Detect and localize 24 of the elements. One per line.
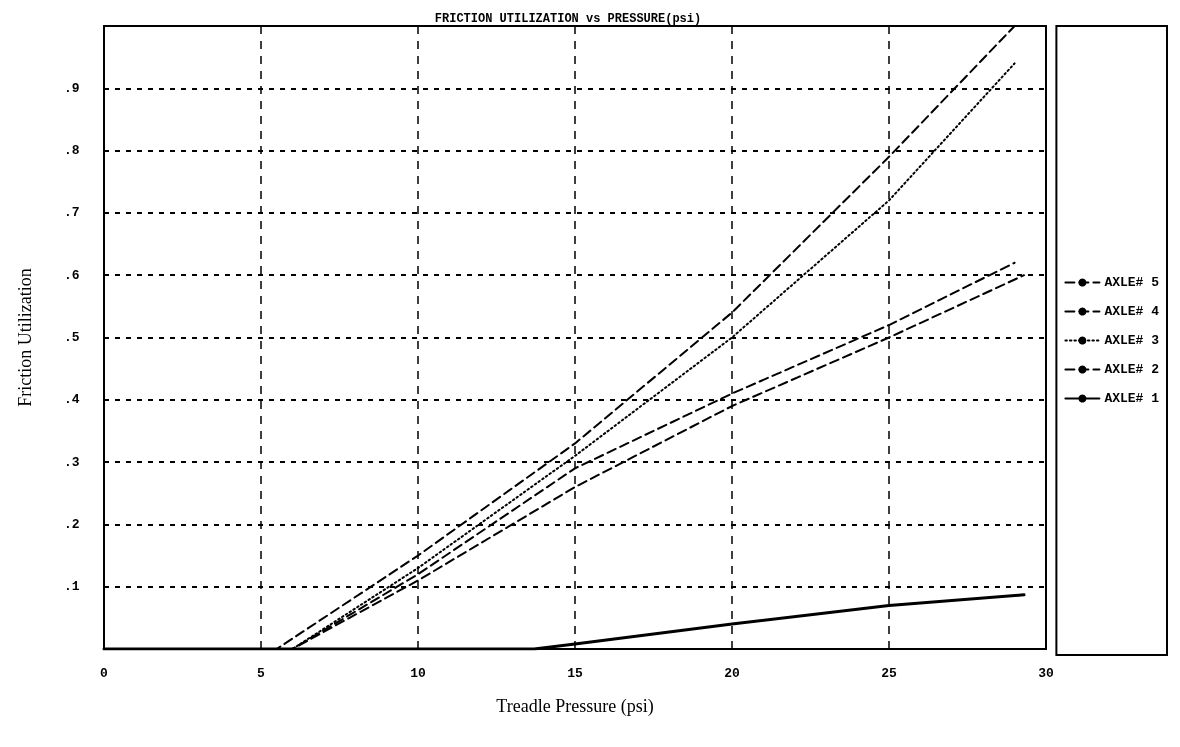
legend-label: AXLE# 4 bbox=[1104, 304, 1160, 319]
y-tick-label: .1 bbox=[64, 579, 80, 595]
x-tick-label: 30 bbox=[1038, 666, 1054, 681]
legend-label: AXLE# 3 bbox=[1104, 333, 1160, 348]
y-tick-label: .2 bbox=[64, 516, 80, 532]
y-axis-title: Friction Utilization bbox=[15, 268, 35, 407]
legend-label: AXLE# 5 bbox=[1104, 275, 1160, 290]
legend-label: AXLE# 2 bbox=[1104, 362, 1160, 377]
y-tick-label: .6 bbox=[64, 267, 80, 283]
y-tick-label: .8 bbox=[64, 143, 80, 159]
y-tick-label: .5 bbox=[64, 330, 80, 345]
x-tick-label: 25 bbox=[881, 666, 897, 681]
x-tick-label: 20 bbox=[724, 666, 740, 681]
y-tick-label: .7 bbox=[64, 205, 80, 221]
chart-title: FRICTION UTILIZATION vs PRESSURE(psi) bbox=[434, 12, 702, 26]
x-tick-label: 5 bbox=[257, 666, 266, 681]
x-tick-label: 15 bbox=[567, 666, 583, 681]
x-tick-label: 0 bbox=[100, 666, 109, 681]
x-axis-title: Treadle Pressure (psi) bbox=[496, 696, 654, 717]
y-tick-label: .3 bbox=[64, 454, 80, 470]
y-tick-label: .4 bbox=[64, 392, 80, 408]
x-tick-label: 10 bbox=[410, 666, 426, 681]
legend-label: AXLE# 1 bbox=[1104, 391, 1160, 406]
y-tick-label: .9 bbox=[64, 80, 80, 96]
